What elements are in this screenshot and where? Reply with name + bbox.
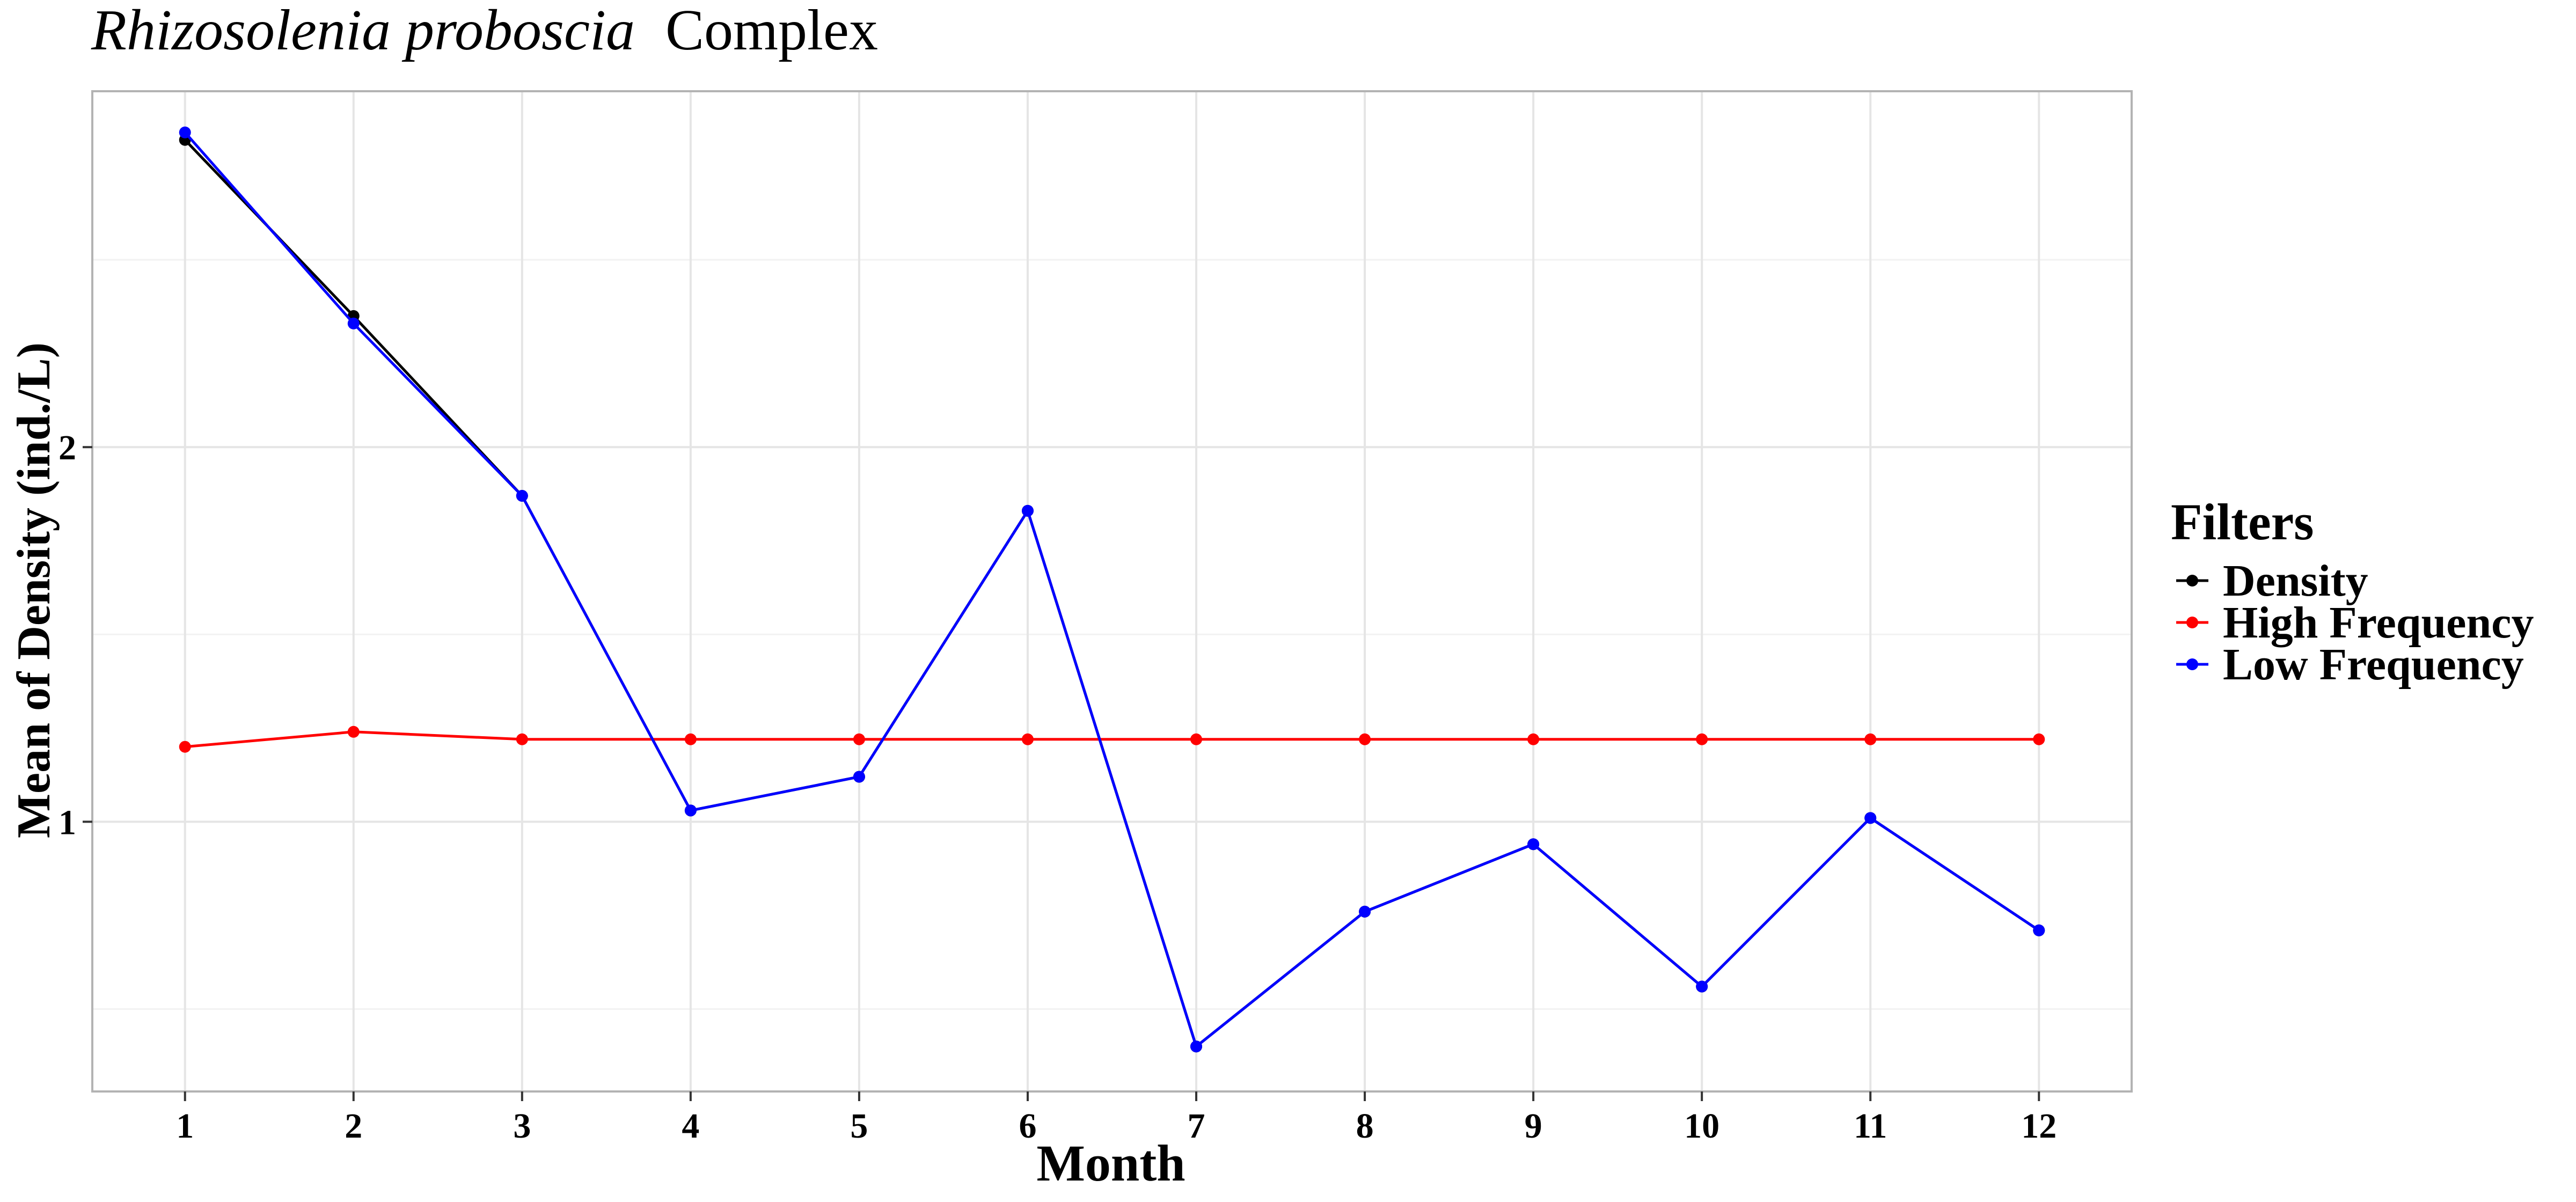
data-point-high-frequency bbox=[1021, 733, 1034, 745]
legend-label-low-frequency: Low Frequency bbox=[2223, 640, 2524, 690]
data-point-low-frequency bbox=[516, 489, 528, 502]
data-point-high-frequency bbox=[1190, 733, 1203, 745]
data-point-low-frequency bbox=[1864, 812, 1877, 824]
x-tick-label: 7 bbox=[1188, 1106, 1205, 1146]
y-tick-label: 2 bbox=[58, 428, 76, 467]
x-tick-label: 8 bbox=[1356, 1106, 1374, 1146]
chart-title-italic: Rhizosolenia proboscia bbox=[91, 0, 635, 62]
x-tick-label: 1 bbox=[176, 1106, 194, 1146]
legend-item-density: Density bbox=[2176, 556, 2368, 606]
data-point-high-frequency bbox=[179, 741, 191, 753]
x-tick-label: 5 bbox=[850, 1106, 868, 1146]
data-point-high-frequency bbox=[2033, 733, 2045, 745]
x-tick-label: 6 bbox=[1019, 1106, 1036, 1146]
y-axis-title: Mean of Density (ind./L) bbox=[8, 342, 60, 838]
data-point-low-frequency bbox=[1190, 1040, 1203, 1053]
legend-item-low-frequency: Low Frequency bbox=[2176, 640, 2524, 690]
data-point-high-frequency bbox=[347, 725, 360, 738]
data-point-low-frequency bbox=[179, 126, 191, 138]
x-axis-title: Month bbox=[1036, 1134, 1185, 1192]
data-point-low-frequency bbox=[2033, 924, 2045, 936]
chart-title-plain: Complex bbox=[665, 0, 878, 62]
series-layer bbox=[179, 126, 2045, 1053]
legend-key-point-density bbox=[2186, 575, 2198, 587]
x-tick-label: 10 bbox=[1684, 1106, 1719, 1146]
grid-lines bbox=[92, 91, 2132, 1091]
series-line-high-frequency bbox=[185, 730, 2039, 749]
data-point-low-frequency bbox=[853, 771, 865, 783]
data-point-high-frequency bbox=[1864, 733, 1877, 745]
data-point-low-frequency bbox=[684, 804, 697, 817]
series-high-frequency bbox=[179, 725, 2045, 753]
legend-title: Filters bbox=[2171, 493, 2314, 551]
series-low-frequency bbox=[179, 126, 2045, 1053]
data-point-high-frequency bbox=[1527, 733, 1540, 745]
x-tick-label: 3 bbox=[513, 1106, 531, 1146]
data-point-high-frequency bbox=[1696, 733, 1708, 745]
legend-item-high-frequency: High Frequency bbox=[2176, 598, 2534, 648]
x-tick-label: 11 bbox=[1854, 1106, 1887, 1146]
data-point-high-frequency bbox=[853, 733, 865, 745]
x-tick-label: 9 bbox=[1525, 1106, 1542, 1146]
legend-label-high-frequency: High Frequency bbox=[2223, 598, 2534, 648]
data-point-high-frequency bbox=[516, 733, 528, 745]
chart-title: Rhizosolenia proboscia Complex bbox=[91, 0, 878, 62]
data-point-high-frequency bbox=[684, 733, 697, 745]
x-axis: 1 2 3 4 5 6 7 8 9 10 11 12 bbox=[176, 1091, 2057, 1146]
legend-label-density: Density bbox=[2223, 556, 2368, 606]
x-tick-label: 12 bbox=[2021, 1106, 2057, 1146]
data-point-high-frequency bbox=[1359, 733, 1371, 745]
plot-panel-border bbox=[91, 90, 2133, 1093]
x-tick-label: 2 bbox=[345, 1106, 362, 1146]
legend-key-point-low-frequency bbox=[2186, 658, 2198, 670]
data-point-low-frequency bbox=[1527, 838, 1540, 851]
legend-key-point-high-frequency bbox=[2186, 617, 2198, 628]
y-axis: 12 bbox=[58, 428, 92, 842]
data-point-low-frequency bbox=[1359, 905, 1371, 918]
x-tick-label: 4 bbox=[682, 1106, 699, 1146]
data-point-low-frequency bbox=[1021, 504, 1034, 517]
data-point-low-frequency bbox=[1696, 980, 1708, 993]
plot-panel bbox=[91, 90, 2133, 1093]
series-line-low-frequency bbox=[184, 131, 2040, 1048]
data-point-low-frequency bbox=[347, 317, 360, 329]
y-tick-label: 1 bbox=[58, 803, 76, 842]
